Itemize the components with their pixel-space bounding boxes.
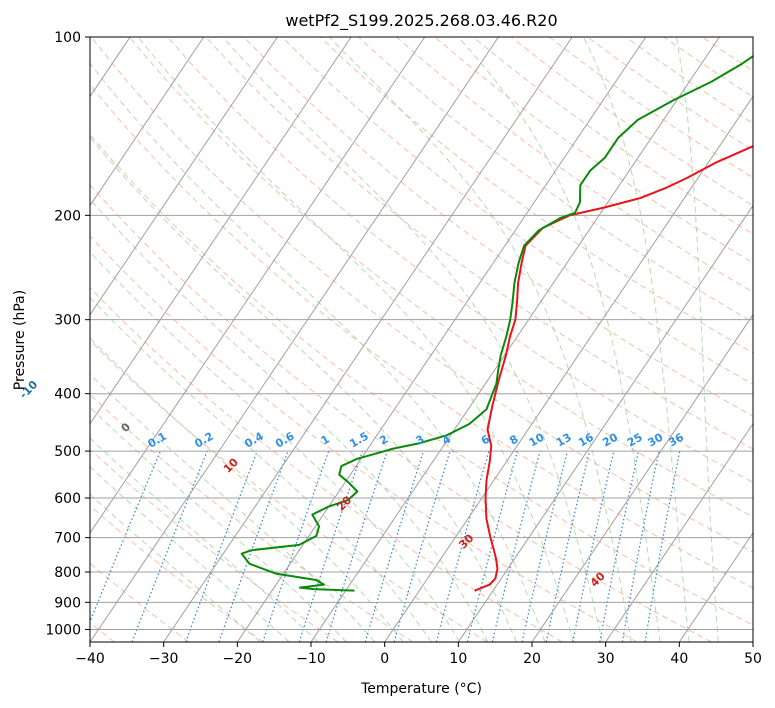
x-tick-label: 30 [597,651,615,667]
y-axis-title: Pressure (hPa) [12,290,28,390]
isotherm-gridline [678,531,753,642]
dry-adiabat-line [90,235,638,642]
y-tick-label: 1000 [45,622,81,638]
y-tick-label: 700 [54,531,81,547]
isotherm-gridline [90,37,499,642]
x-tick-label: −40 [75,651,105,667]
temperature-profile-line [474,145,753,592]
moist-adiabat-line [90,337,404,642]
x-tick-label: −10 [296,651,326,667]
dry-adiabat-line [90,287,563,642]
moist-adiabat-line [90,251,461,642]
mixing-ratio-line [466,450,519,642]
mixing-ratio-line [545,450,591,642]
plot-frame [89,36,754,643]
mixing-ratio-line [298,450,364,642]
grid-lines [90,37,753,642]
axes: −40 −30 −20 −10 0 10 20 30 40 50 100 200 300 400 500 60… [45,30,762,667]
y-tick-label: 300 [54,313,81,329]
moist-adiabat-line [328,37,632,642]
dry-adiabat-line [90,84,753,589]
mixing-ratio-line [521,450,569,642]
y-tick-label: 400 [54,387,81,403]
x-axis-title: Temperature (°C) [360,681,482,697]
dry-adiabat-line [90,184,712,642]
y-tick-label: 800 [54,565,81,581]
isotherm-gridline [90,37,352,425]
x-tick-label: 40 [670,651,688,667]
y-tick-label: 200 [54,208,81,224]
sounding-profiles [240,54,753,592]
dry-adiabat-line [358,37,753,323]
dry-adiabat-line [281,37,753,385]
mixing-ratio-line [185,450,258,642]
moist-adiabat-line [222,37,603,642]
isotherm-gridline [384,95,753,642]
isotherm-gridline [90,37,205,207]
x-tick-label: 0 [380,651,389,667]
moist-adiabat-line [137,37,575,642]
moist-adiabat-line [582,37,690,642]
isotherm-gridline [90,37,278,316]
dry-adiabat-line [90,504,264,642]
mixing-ratio-line [131,450,208,642]
mixing-ratio-line [90,450,161,624]
moist-adiabat-line [457,37,661,642]
x-tick-label: 10 [449,651,467,667]
y-tick-label: 900 [54,595,81,611]
isotherm-gridline [457,204,753,642]
isotherm-gridline [531,313,753,642]
x-tick-label: −30 [149,651,179,667]
moist-adiabat-line [90,62,546,642]
isotherm-gridline [163,37,573,642]
isotherm-gridline [310,37,720,642]
y-tick-label: 100 [54,30,81,46]
mixing-ratio-line [325,450,388,642]
moist-adiabat-line [90,296,432,642]
mixing-ratio-line [364,450,425,642]
moist-adiabat-line [675,37,719,642]
moist-adiabat-line [90,198,489,642]
mixing-ratio-line [435,450,490,642]
dry-adiabat-line [128,37,753,518]
x-tick-label: 50 [744,651,762,667]
dewpoint-profile-line [240,54,753,592]
moist-adiabat-line [90,437,319,642]
x-tick-label: 20 [523,651,541,667]
mixing-ratio-line [262,450,330,642]
y-tick-label: 600 [54,491,81,507]
x-tick-label: −20 [223,651,253,667]
mixing-ratio-line [218,450,289,642]
isotherm-gridline [90,37,426,534]
y-tick-label: 500 [54,444,81,460]
dry-adiabat-line [319,37,753,354]
dry-adiabat-line [90,133,753,626]
chart-title: wetPf2_S199.2025.268.03.46.R20 [285,11,557,31]
isotherm-gridline [605,422,753,642]
